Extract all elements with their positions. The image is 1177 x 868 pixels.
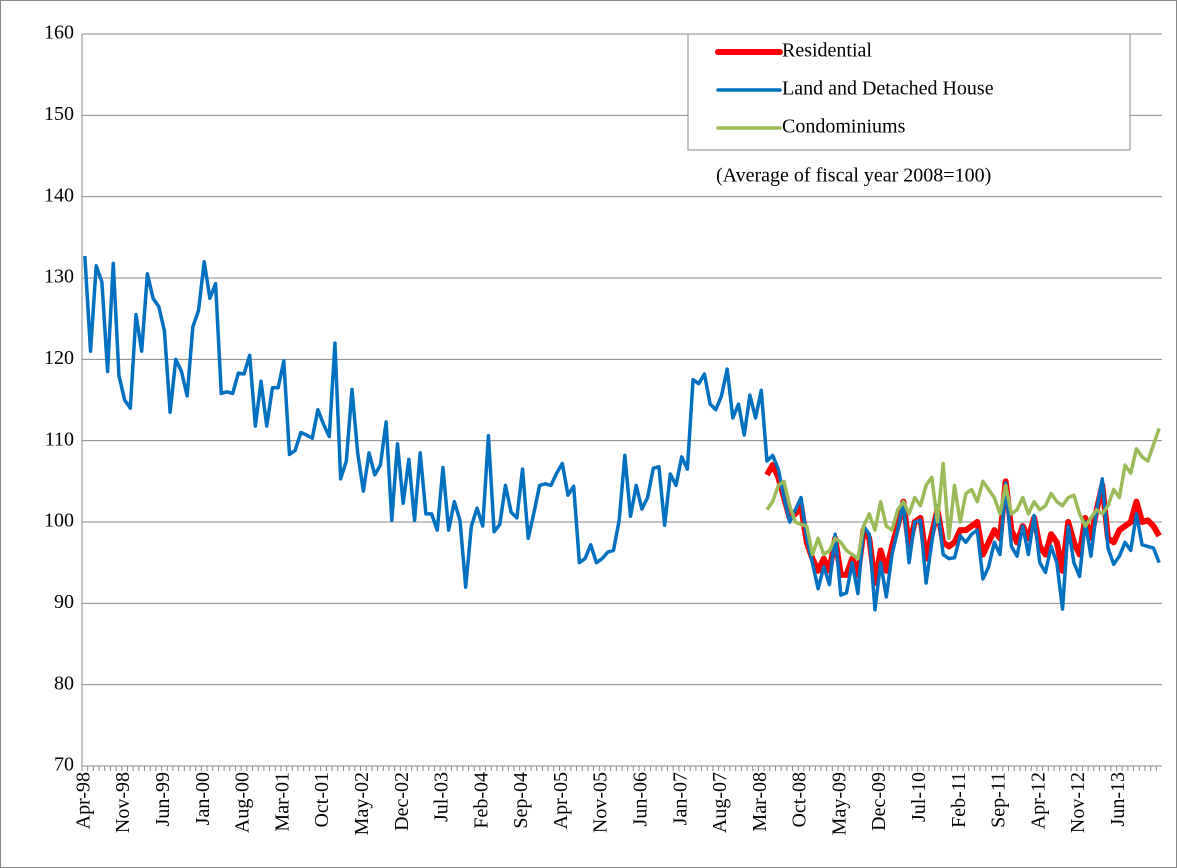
y-tick-label: 130 (44, 266, 74, 288)
y-tick-label: 70 (54, 754, 74, 776)
y-tick-label: 160 (44, 22, 74, 44)
y-tick-label: 100 (44, 510, 74, 532)
x-tick-label: Jan-00 (192, 772, 214, 825)
x-tick-label: Aug-07 (709, 772, 731, 833)
y-tick-label: 80 (54, 672, 74, 694)
x-tick-label: Mar-08 (749, 772, 771, 832)
x-tick-label: Apr-98 (72, 772, 94, 829)
x-tick-label: Apr-12 (1027, 772, 1049, 829)
legend-label: Condominiums (782, 116, 906, 138)
x-tick-label: Jun-99 (152, 772, 174, 826)
x-tick-label: May-02 (351, 772, 373, 835)
x-tick-label: Oct-01 (311, 772, 333, 828)
x-tick-label: Jun-13 (1107, 772, 1129, 826)
x-tick-label: Sep-11 (988, 772, 1010, 828)
x-tick-label: May-09 (828, 772, 850, 835)
y-tick-label: 90 (54, 591, 74, 613)
x-tick-label: Jul-10 (908, 772, 930, 822)
x-tick-label: Apr-05 (550, 772, 572, 829)
x-tick-label: Sep-04 (510, 772, 532, 829)
x-tick-label: Feb-11 (948, 772, 970, 828)
x-tick-label: Aug-00 (232, 772, 254, 833)
line-series (83, 255, 1161, 612)
x-tick-label: Feb-04 (470, 772, 492, 829)
annotation-bg (712, 162, 1132, 192)
x-tick-label: Jan-07 (669, 772, 691, 825)
x-tick-label: Dec-09 (868, 772, 890, 831)
x-tick-label: Dec-02 (391, 772, 413, 831)
x-tick-label: Mar-01 (271, 772, 293, 832)
line-series (765, 427, 1161, 561)
y-tick-label: 120 (44, 347, 74, 369)
x-tick-label: Nov-05 (590, 772, 612, 833)
x-tick-label: Jul-03 (431, 772, 453, 822)
x-tick-label: Oct-08 (789, 772, 811, 828)
x-tick-label: Nov-98 (112, 772, 134, 833)
x-tick-label: Jun-06 (629, 772, 651, 826)
x-tick-label: Nov-12 (1067, 772, 1089, 833)
y-tick-label: 150 (44, 103, 74, 125)
legend-label: Land and Detached House (782, 78, 994, 100)
y-tick-label: 110 (45, 428, 74, 450)
legend-label: Residential (782, 40, 872, 62)
y-tick-label: 140 (44, 184, 74, 206)
annotation: (Average of fiscal year 2008=100) (716, 165, 991, 187)
